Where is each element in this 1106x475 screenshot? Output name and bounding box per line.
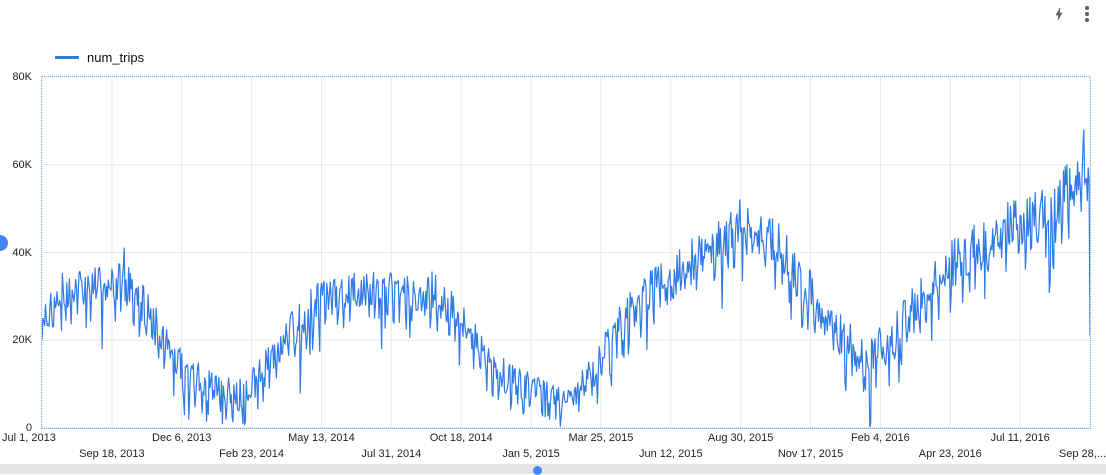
x-axis-label: Apr 23, 2016: [918, 448, 982, 460]
x-axis-label: Jul 31, 2014: [361, 448, 422, 460]
time-series-chart: [42, 77, 1090, 429]
y-axis-label: 40K: [12, 246, 32, 259]
chart-plot-area[interactable]: [42, 77, 1090, 429]
y-axis-label: 60K: [12, 158, 32, 171]
x-axis-label: Feb 4, 2016: [851, 432, 910, 444]
x-axis-label: Dec 6, 2013: [152, 432, 212, 444]
kebab-menu-icon[interactable]: [1074, 1, 1100, 27]
x-axis-label: May 13, 2014: [288, 432, 355, 444]
lightning-icon-glyph: [1055, 8, 1063, 20]
x-axis-label: Jul 11, 2016: [990, 432, 1050, 444]
left-edge-handle[interactable]: [0, 235, 8, 251]
y-axis-label: 0: [25, 422, 32, 434]
x-axis-label: Nov 17, 2015: [777, 448, 844, 460]
legend-item-num-trips[interactable]: num_trips: [55, 50, 144, 65]
x-axis-label: Oct 18, 2014: [429, 432, 493, 444]
x-axis-label: Jan 5, 2015: [502, 448, 560, 460]
x-axis-label: Aug 30, 2015: [707, 432, 774, 444]
bottom-page-dot[interactable]: [533, 466, 542, 475]
y-axis-label: 80K: [12, 71, 32, 83]
page-bottom-strip: [0, 464, 1106, 474]
kebab-dots: [1085, 6, 1089, 22]
y-axis-label: 20K: [12, 334, 32, 347]
toolbar: [0, 0, 1106, 28]
x-axis-label: Sep 28,...: [1058, 448, 1106, 460]
x-axis-label: Jun 12, 2015: [638, 448, 703, 460]
toolbar-icons: [1046, 1, 1100, 27]
lightning-icon[interactable]: [1046, 1, 1072, 27]
x-axis-label: Mar 25, 2015: [568, 432, 634, 444]
x-axis-label: Feb 23, 2014: [219, 448, 285, 460]
x-axis-label: Sep 18, 2013: [79, 448, 145, 460]
legend-label: num_trips: [87, 50, 145, 65]
x-axis-label: Jul 1, 2013: [2, 432, 56, 444]
x-axis: Jul 1, 2013 Sep 18, 2013 Dec 6, 2013 Feb 23…: [2, 429, 1106, 463]
y-axis: 0 20K 40K 60K 80K: [0, 71, 37, 434]
legend-line-swatch: [55, 56, 79, 59]
time-series-line: [42, 129, 1090, 428]
